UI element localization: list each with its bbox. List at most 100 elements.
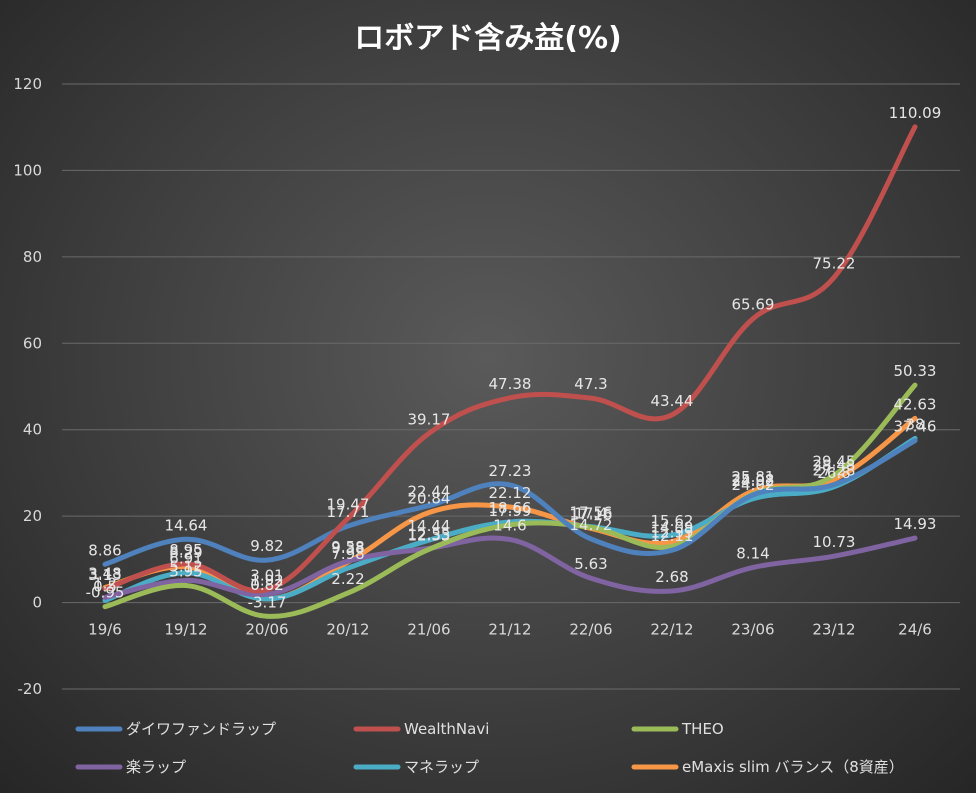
data-label: 24.92 (732, 472, 775, 490)
data-label: 6.91 (169, 550, 202, 568)
x-tick-label: 23/06 (731, 621, 774, 639)
data-label: 47.38 (489, 375, 532, 393)
data-label: 14.72 (570, 516, 613, 534)
data-label: 24.02 (732, 476, 775, 494)
data-label: 20.84 (408, 490, 451, 508)
y-tick-label: 80 (23, 248, 42, 266)
legend-label: ダイワファンドラップ (126, 720, 276, 738)
data-label: 17.99 (489, 502, 532, 520)
data-label: 3.01 (250, 567, 283, 585)
data-label: 5.12 (169, 557, 202, 575)
data-label: 17.71 (327, 503, 370, 521)
data-label: 8.14 (736, 544, 769, 562)
data-label: 2.68 (655, 568, 688, 586)
x-tick-label: 24/6 (898, 621, 932, 639)
data-label: 42.63 (894, 395, 937, 413)
data-label: 37.46 (894, 418, 937, 436)
x-tick-label: 20/06 (245, 621, 288, 639)
data-label: 27.28 (813, 462, 856, 480)
data-label: 14.44 (408, 517, 451, 535)
y-tick-label: -20 (18, 680, 43, 698)
data-label: 9.58 (331, 538, 364, 556)
y-tick-label: 0 (32, 594, 42, 612)
series-line (102, 535, 918, 600)
data-label: 50.33 (894, 362, 937, 380)
x-axis-ticks: 19/6 19/12 20/06 20/12 21/06 21/12 22/06 22/12 2… (88, 621, 932, 639)
data-label: 26.8 (817, 464, 850, 482)
legend-label: マネラップ (404, 758, 479, 776)
data-label: 17.4 (574, 504, 607, 522)
data-label: 14.6 (493, 516, 526, 534)
data-label: 9.82 (250, 537, 283, 555)
legend: ダイワファンドラップ WealthNavi THEO 楽ラップ マネラップ eMaxis … (75, 720, 904, 776)
series-line (102, 124, 918, 594)
legend-label: THEO (681, 720, 724, 738)
x-tick-label: 19/12 (164, 621, 207, 639)
data-label: 3.95 (169, 563, 202, 581)
data-label: 22.12 (489, 484, 532, 502)
data-label: 29.45 (813, 452, 856, 470)
data-label: -0.95 (86, 584, 125, 602)
data-label: 5.63 (574, 555, 607, 573)
x-tick-label: 21/06 (407, 621, 450, 639)
data-label: 2.22 (331, 570, 364, 588)
data-label: 8.95 (169, 541, 202, 559)
data-label: 0.82 (250, 576, 283, 594)
data-label: 14.09 (651, 519, 694, 537)
data-label: 14.93 (894, 515, 937, 533)
data-label: 47.3 (574, 375, 607, 393)
data-label: 10.73 (813, 533, 856, 551)
data-label: 14.64 (165, 516, 208, 534)
x-tick-label: 22/06 (569, 621, 612, 639)
data-label: 1.92 (250, 571, 283, 589)
data-label: 25.08 (732, 471, 775, 489)
data-label: 0.82 (250, 576, 283, 594)
data-label: 39.17 (408, 410, 451, 428)
data-label: 17.16 (570, 505, 613, 523)
y-axis-ticks: -20 0 20 40 60 80 100 120 (13, 75, 42, 698)
data-label: 43.44 (651, 392, 694, 410)
data-labels: 8.86 14.64 9.82 17.71 22.44 27.23 14.72 12.11 24… (86, 104, 942, 611)
data-label: 27.23 (489, 462, 532, 480)
data-label: 38 (905, 415, 924, 433)
data-label: 0.5 (93, 577, 117, 595)
data-label: 8.29 (169, 544, 202, 562)
y-tick-label: 40 (23, 421, 42, 439)
data-label: 9.38 (331, 539, 364, 557)
data-label: 19.47 (327, 495, 370, 513)
legend-label: 楽ラップ (126, 758, 186, 776)
data-label: 8.86 (88, 541, 121, 559)
y-tick-label: 100 (13, 161, 42, 179)
data-label: 1.2 (93, 574, 117, 592)
legend-label: eMaxis slim バランス（8資産） (682, 758, 904, 776)
data-label: 110.09 (889, 104, 942, 122)
data-label: 12.99 (651, 523, 694, 541)
data-label: 12.55 (408, 525, 451, 543)
data-label: 17.56 (570, 504, 613, 522)
legend-label: WealthNavi (404, 720, 489, 738)
series-line (102, 438, 918, 567)
series-lines (102, 124, 918, 619)
data-label: 3.48 (88, 565, 121, 583)
data-label: 7.98 (331, 545, 364, 563)
y-tick-label: 60 (23, 334, 42, 352)
data-label: 12.33 (408, 526, 451, 544)
gridlines (62, 83, 960, 690)
x-tick-label: 22/12 (650, 621, 693, 639)
data-label: 15.62 (651, 512, 694, 530)
data-label: 3.13 (88, 566, 121, 584)
data-label: 18.66 (489, 499, 532, 517)
x-tick-label: 20/12 (326, 621, 369, 639)
data-label: 28.48 (813, 456, 856, 474)
data-label: 75.22 (813, 255, 856, 273)
data-label: 22.44 (408, 483, 451, 501)
x-tick-label: 23/12 (812, 621, 855, 639)
y-tick-label: 20 (23, 507, 42, 525)
data-label: 65.69 (732, 296, 775, 314)
y-tick-label: 120 (13, 75, 42, 93)
data-label: -3.17 (248, 593, 287, 611)
data-label: 25.81 (732, 468, 775, 486)
data-label: 12.11 (651, 527, 694, 545)
x-tick-label: 21/12 (488, 621, 531, 639)
